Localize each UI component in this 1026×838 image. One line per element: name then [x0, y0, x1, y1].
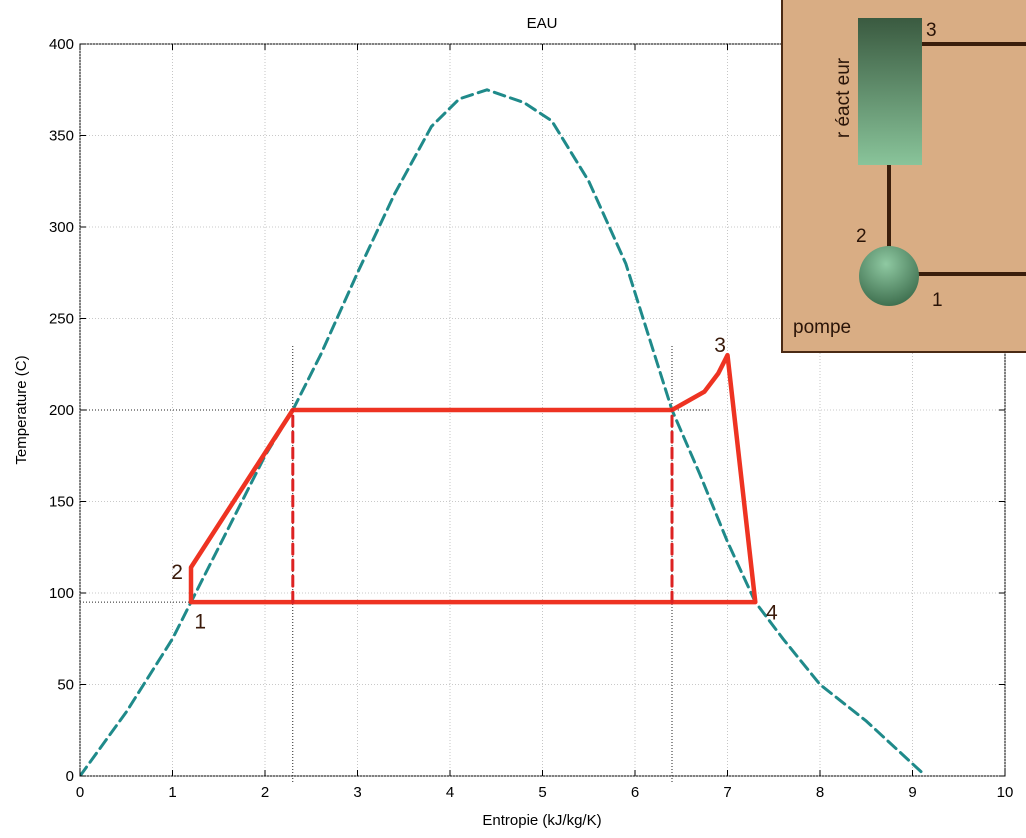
y-tick-label: 200 [49, 402, 74, 419]
y-tick-label: 150 [49, 494, 74, 511]
state-point-label: 2 [171, 561, 183, 584]
series-group [80, 88, 924, 776]
x-tick-label: 4 [446, 784, 454, 801]
inset-node-1: 1 [932, 290, 943, 311]
x-tick-label: 1 [168, 784, 176, 801]
y-tick-label: 100 [49, 585, 74, 602]
pump-icon [859, 246, 919, 306]
y-axis-label: Temperature (C) [13, 355, 30, 464]
inset-node-3: 3 [926, 20, 937, 41]
state-point-label: 4 [766, 601, 778, 624]
point-labels: 1 2 3 4 [171, 334, 778, 633]
y-tick-label: 300 [49, 219, 74, 236]
rankine-cycle-path [188, 352, 758, 605]
reactor-label: r éact eur [833, 57, 854, 138]
x-tick-label: 6 [631, 784, 639, 801]
x-tick-label: 0 [76, 784, 84, 801]
y-tick-label: 50 [57, 677, 74, 694]
x-tick-label: 5 [538, 784, 546, 801]
x-tick-label: 2 [261, 784, 269, 801]
x-tick-label: 8 [816, 784, 824, 801]
reactor-icon [858, 18, 922, 165]
x-tick-label: 3 [353, 784, 361, 801]
x-tick-label: 9 [908, 784, 916, 801]
x-tick-label: 10 [997, 784, 1014, 801]
state-point-label: 3 [714, 334, 726, 357]
y-tick-label: 400 [49, 36, 74, 53]
chart-title: EAU [527, 15, 558, 32]
y-tick-label: 0 [66, 768, 74, 785]
y-tick-label: 250 [49, 311, 74, 328]
inset-schematic: r éact eur pompe 3 2 1 [781, 0, 1026, 353]
pump-label: pompe [793, 317, 851, 338]
state-point-label: 1 [194, 610, 206, 633]
x-tick-label: 7 [723, 784, 731, 801]
y-tick-label: 350 [49, 128, 74, 145]
x-axis-label: Entropie (kJ/kg/K) [482, 812, 601, 829]
inset-node-2: 2 [856, 226, 867, 247]
